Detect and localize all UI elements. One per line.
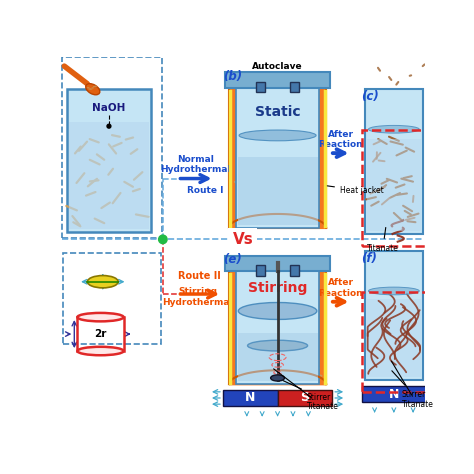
Circle shape [107,124,111,128]
Ellipse shape [238,302,317,319]
Bar [290,265,299,275]
Text: (f): (f) [362,252,377,264]
Ellipse shape [239,130,316,141]
Bar [63,253,161,344]
Text: Vs: Vs [233,232,253,247]
Bar [66,89,151,232]
Text: After
Reaction: After Reaction [319,278,363,298]
Ellipse shape [94,85,97,87]
Ellipse shape [87,87,90,88]
Bar [367,299,421,377]
Bar [362,130,426,246]
Ellipse shape [77,347,124,355]
Bar [237,157,318,225]
Bar [236,88,319,228]
Text: NaOH: NaOH [92,103,126,113]
Ellipse shape [87,275,118,288]
Text: (c): (c) [362,90,379,103]
Ellipse shape [368,287,419,295]
Ellipse shape [86,84,100,95]
Bar [225,255,330,271]
Ellipse shape [88,88,91,90]
Text: Stirrer: Stirrer [283,381,331,401]
Text: Autoclave: Autoclave [252,62,303,71]
Text: N: N [245,392,255,404]
Bar [256,82,265,92]
Bar [229,88,326,228]
Text: Normal
Hydrothermal: Normal Hydrothermal [160,155,230,174]
Text: (e): (e) [223,253,242,266]
Text: Titanate: Titanate [392,361,433,409]
Bar [290,82,299,92]
Bar [362,292,426,392]
Bar [223,390,278,406]
Text: S: S [301,392,310,404]
Text: After
Reaction: After Reaction [319,129,363,149]
Text: Titanate: Titanate [273,369,339,411]
Bar [278,390,332,406]
Text: Static: Static [255,105,301,119]
Ellipse shape [271,375,284,381]
Bar [362,386,426,402]
Text: Stirring
Hydrothermal: Stirring Hydrothermal [162,287,233,307]
Bar [365,251,423,380]
Bar [237,333,318,381]
Ellipse shape [90,88,92,90]
Bar [62,57,162,238]
Ellipse shape [368,126,419,133]
Bar [236,271,319,384]
Text: Titanate: Titanate [367,228,399,253]
Text: 2r: 2r [94,329,107,339]
Circle shape [159,235,167,244]
Text: Route II: Route II [178,272,220,282]
Text: Stirrer: Stirrer [392,371,426,399]
Bar [229,271,326,384]
Bar [225,72,330,88]
Ellipse shape [247,340,308,351]
Text: (b): (b) [223,70,242,83]
Bar [256,265,265,275]
Text: Heat jacket: Heat jacket [328,186,383,195]
Ellipse shape [91,87,94,89]
Text: N: N [389,388,399,401]
Bar [69,121,149,228]
Text: Route I: Route I [188,186,224,195]
Text: Stirring: Stirring [248,281,307,295]
Ellipse shape [93,86,96,87]
Bar [367,138,421,231]
Bar [77,317,124,351]
Ellipse shape [77,313,124,321]
Bar [365,89,423,234]
